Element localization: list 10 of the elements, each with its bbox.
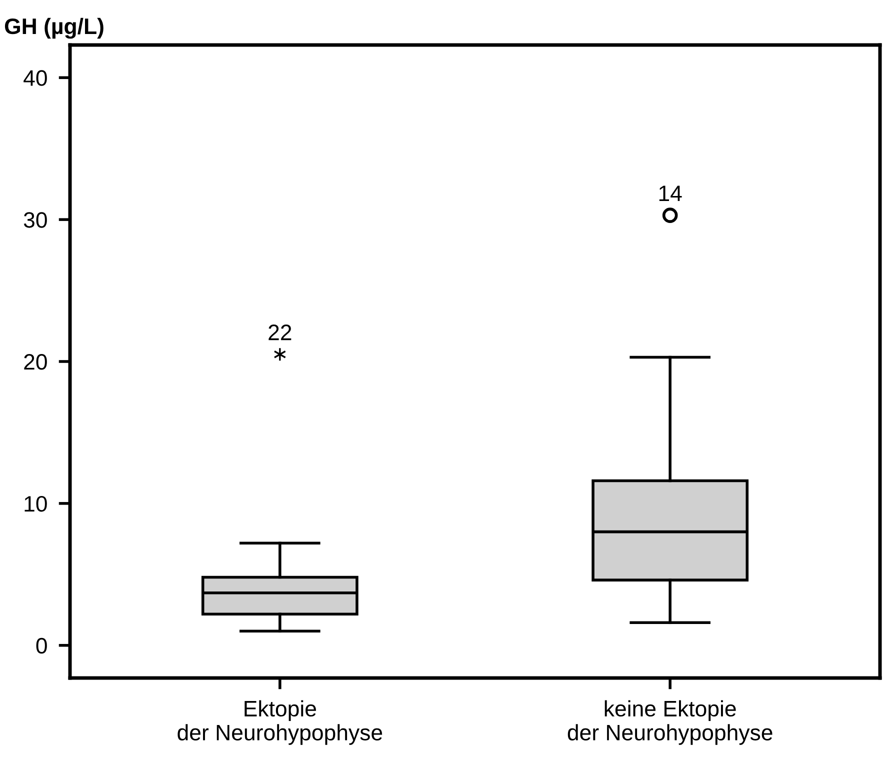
annotation: 14 (659, 186, 682, 201)
y-tick-label: 30 (24, 212, 47, 228)
x-tick-label: Ektopie der Neurohypophyse (178, 700, 382, 745)
y-axis-title: GH (µg/L) (4, 18, 104, 39)
y-tick-label: 40 (24, 70, 47, 86)
y-tick-label: 0 (36, 638, 47, 654)
annotation: 22 (268, 324, 292, 340)
y-tick-label: 20 (24, 354, 47, 370)
y-tick-label: 10 (24, 496, 47, 512)
x-tick-label: keine Ektopie der Neurohypophyse (568, 700, 772, 745)
